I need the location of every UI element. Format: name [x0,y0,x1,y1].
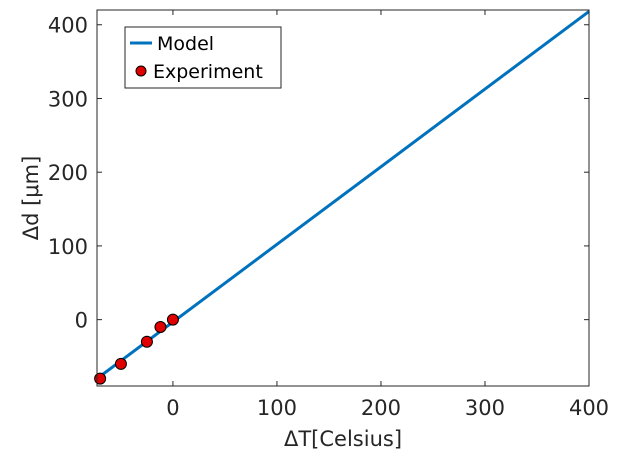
y-axis-label: Δd [μm] [19,156,43,241]
experiment-point [94,372,107,385]
experiment-point [154,321,167,334]
legend-experiment-marker-icon [135,65,147,77]
model-line [96,10,590,380]
legend-experiment-label: Experiment [153,61,263,83]
y-tick-label: 300 [48,87,88,111]
experiment-point [114,357,127,370]
x-axis-label: ΔT[Celsius] [284,427,402,451]
y-tick-label: 100 [48,235,88,259]
x-tick-label: 200 [361,396,401,420]
experiment-point [166,313,179,326]
y-tick-label: 200 [48,161,88,185]
x-tick-label: 400 [569,396,609,420]
experiment-point [140,335,153,348]
x-tick-label: 100 [257,396,297,420]
plot-frame [96,9,590,387]
y-tick-label: 0 [75,309,88,333]
legend: Model Experiment [124,26,282,89]
tick-labels: 0 100 200 300 400 0 100 200 300 400 [48,14,609,420]
legend-model-label: Model [157,33,214,55]
legend-box [124,26,282,89]
y-tick-label: 400 [48,14,88,38]
x-tick-label: 0 [166,396,179,420]
x-tick-label: 300 [465,396,505,420]
